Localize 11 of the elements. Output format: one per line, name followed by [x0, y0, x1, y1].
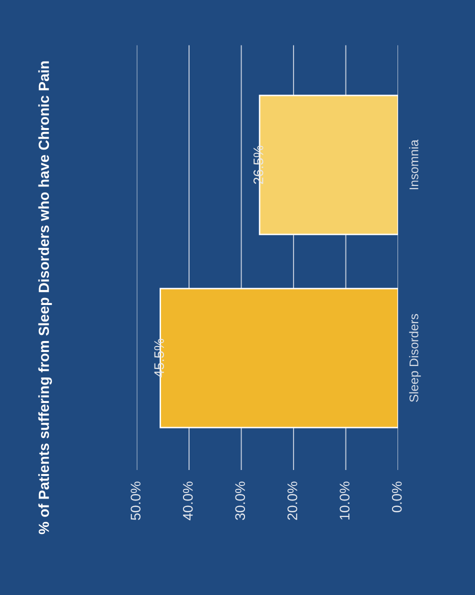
x-tick-label: 10.0% [340, 482, 350, 520]
data-label: 45.5% [154, 338, 164, 378]
x-tick-label: 0.0% [392, 482, 402, 512]
text: % of Patients suffering from Sleep Disorders who have Chronic Pain [38, 61, 52, 534]
y-tick-label: Sleep Disorders [409, 314, 421, 402]
x-tick-label: 20.0% [287, 482, 298, 520]
x-tick-label: 50.0% [130, 482, 141, 520]
x-tick-label: 40.0% [182, 482, 193, 520]
y-tick-label: Insomnia [409, 140, 418, 190]
data-label: 26.5% [253, 146, 264, 184]
x-tick-label: 30.0% [235, 482, 246, 520]
